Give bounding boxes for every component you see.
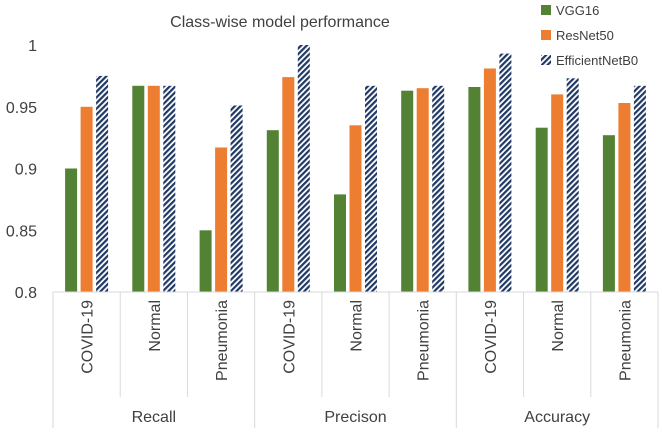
legend: VGG16 ResNet50 EfficientNetB0 — [541, 3, 638, 68]
bar-efficientnetb0 — [230, 105, 243, 292]
bar-efficientnetb0 — [163, 85, 176, 292]
legend-swatch-vgg16 — [541, 5, 551, 15]
legend-label: ResNet50 — [556, 28, 614, 43]
x-category-label: COVID-19 — [483, 300, 500, 374]
legend-label: EfficientNetB0 — [556, 53, 638, 68]
bar-resnet50 — [416, 88, 429, 292]
x-group-label: Accuracy — [524, 409, 590, 426]
bar-vgg16 — [334, 194, 346, 292]
bar-vgg16 — [65, 168, 78, 292]
bar-vgg16 — [199, 230, 212, 292]
bar-resnet50 — [618, 103, 631, 292]
bar-resnet50 — [147, 85, 160, 292]
bar-resnet50 — [483, 68, 496, 292]
x-category-label: Normal — [349, 300, 366, 352]
bar-vgg16 — [535, 127, 548, 292]
legend-swatch-resnet50 — [541, 30, 551, 40]
bar-resnet50 — [215, 147, 228, 292]
y-tick-label: 0.8 — [15, 285, 37, 302]
x-group-label: Recall — [132, 409, 176, 426]
bar-efficientnetb0 — [566, 78, 579, 292]
y-tick-label: 1 — [28, 38, 37, 55]
bar-resnet50 — [80, 106, 93, 292]
bar-efficientnetb0 — [633, 85, 646, 292]
bar-vgg16 — [401, 90, 414, 292]
x-category-label: Normal — [550, 300, 567, 352]
x-category-label: Pneumonia — [617, 300, 634, 381]
chart-title: Class-wise model performance — [170, 14, 390, 31]
bar-vgg16 — [266, 130, 279, 292]
x-category-label: COVID-19 — [80, 300, 97, 374]
x-category-label: Pneumonia — [214, 300, 231, 381]
bar-efficientnetb0 — [96, 75, 109, 293]
bar-vgg16 — [132, 85, 145, 292]
bar-efficientnetb0 — [432, 85, 445, 292]
x-category-label: Pneumonia — [416, 300, 433, 381]
bar-efficientnetb0 — [365, 85, 377, 292]
x-category-label: COVID-19 — [281, 300, 298, 374]
plot-area: 0.8 0.85 0.9 0.95 1 COVID-19 Normal Pneumonia CO… — [6, 38, 659, 428]
bar-resnet50 — [349, 125, 362, 292]
bar-efficientnetb0 — [499, 53, 512, 292]
bar-resnet50 — [282, 77, 295, 292]
y-tick-label: 0.9 — [15, 162, 37, 179]
legend-label: VGG16 — [556, 3, 599, 18]
bar-vgg16 — [602, 135, 615, 292]
bar-vgg16 — [468, 87, 481, 292]
bar-resnet50 — [551, 94, 564, 293]
x-group-label: Precison — [324, 409, 386, 426]
y-tick-label: 0.85 — [6, 223, 37, 240]
y-tick-label: 0.95 — [6, 100, 37, 117]
x-category-label: Normal — [147, 300, 164, 352]
bar-efficientnetb0 — [297, 45, 310, 292]
legend-swatch-efficientnetb0 — [541, 55, 551, 65]
